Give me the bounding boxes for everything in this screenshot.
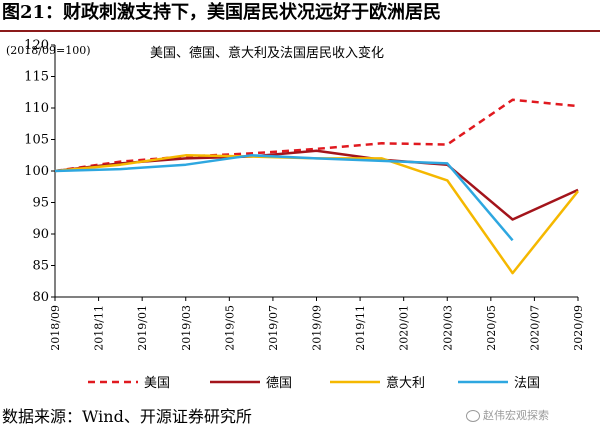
watermark-text: 赵伟宏观探索: [483, 409, 549, 422]
x-tick-label: 2019/03: [180, 305, 193, 351]
x-tick-label: 2020/03: [441, 305, 454, 351]
legend-label-1: 德国: [266, 376, 292, 391]
source-note: 数据来源：Wind、开源证券研究所: [2, 407, 252, 426]
y-tick-label: 90: [32, 227, 49, 242]
x-tick-label: 2019/05: [223, 305, 236, 351]
y-tick-label: 105: [24, 133, 49, 148]
x-tick-label: 2020/01: [398, 305, 411, 351]
y-tick-label: 115: [24, 70, 49, 85]
x-tick-label: 2020/09: [572, 305, 585, 351]
y-tick-label: 85: [32, 259, 49, 274]
x-tick-label: 2019/01: [136, 305, 149, 351]
watermark: 赵伟宏观探索: [466, 407, 549, 423]
y-tick-label: 95: [32, 196, 49, 211]
y-tick-label: 80: [32, 290, 49, 305]
series-line-2: [54, 154, 579, 275]
x-tick-label: 2019/07: [267, 305, 280, 351]
series-line-1: [54, 149, 579, 221]
legend-label-2: 意大利: [386, 375, 425, 391]
chart-title: 美国、德国、意大利及法国居民收入变化: [150, 46, 385, 61]
x-tick-label: 2019/11: [354, 305, 367, 351]
wechat-icon: [466, 410, 480, 422]
x-tick-label: 2020/07: [528, 305, 541, 351]
x-tick-label: 2019/09: [311, 305, 324, 351]
y-tick-label: 110: [24, 101, 49, 116]
title-divider: [0, 30, 600, 32]
series-line-0: [54, 98, 579, 173]
x-tick-label: 2020/05: [485, 305, 498, 351]
series-line-3: [54, 154, 514, 242]
legend-label-0: 美国: [144, 376, 170, 391]
legend-label-3: 法国: [514, 376, 540, 391]
x-tick-label: 2018/11: [93, 305, 106, 351]
figure-title: 图21：财政刺激支持下，美国居民状况远好于欧洲居民: [2, 2, 442, 23]
y-tick-label: 120: [24, 38, 49, 53]
x-tick-label: 2018/09: [49, 305, 62, 351]
y-tick-label: 100: [24, 164, 49, 179]
index-base-label: (2018/09=100): [6, 44, 91, 57]
